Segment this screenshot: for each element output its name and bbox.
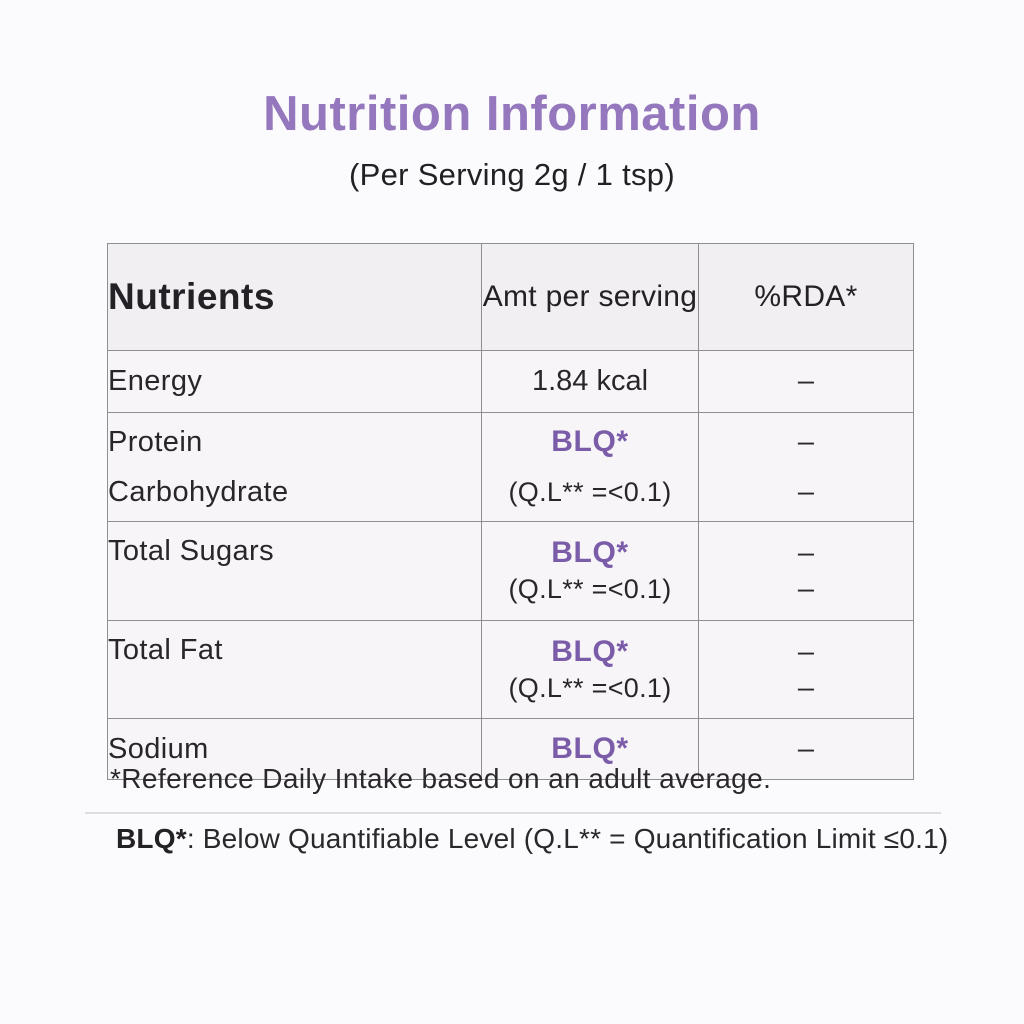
page-title: Nutrition Information xyxy=(263,87,761,141)
rda-dash: – xyxy=(797,573,815,605)
blq-definition: : Below Quantifiable Level (Q.L** = Quan… xyxy=(186,823,949,854)
column-header-nutrients: Nutrients xyxy=(107,243,482,351)
rda-dash: – xyxy=(797,635,815,668)
nutrient-name: Carbohydrate xyxy=(108,476,289,508)
nutrient-name: Total Fat xyxy=(107,620,482,719)
column-header-amount: Amt per serving xyxy=(481,243,699,351)
nutrient-name: Protein xyxy=(108,426,203,458)
table-row-total-sugars: Total Sugars BLQ* (Q.L** =<0.1) – – xyxy=(107,521,914,621)
ql-note: (Q.L** =<0.1) xyxy=(508,672,672,703)
blq-value: BLQ* xyxy=(551,634,629,668)
footnote-blq: BLQ*: Below Quantifiable Level (Q.L** = … xyxy=(116,823,948,855)
rda-dash: – xyxy=(797,426,815,458)
ql-note: (Q.L** =<0.1) xyxy=(508,574,672,604)
blq-value: BLQ* xyxy=(551,536,629,569)
rda-dash: – xyxy=(797,732,815,765)
page-subtitle: (Per Serving 2g / 1 tsp) xyxy=(349,157,675,192)
table-header-row: Nutrients Amt per serving %RDA* xyxy=(107,243,914,351)
table-row-energy: Energy 1.84 kcal – xyxy=(107,350,914,413)
table-row-sodium: Sodium BLQ* – xyxy=(107,718,914,780)
rda-dash: – xyxy=(797,365,815,397)
nutrient-name: Total Sugars xyxy=(107,521,482,621)
rda-dash: – xyxy=(797,537,815,569)
ql-note: (Q.L** =<0.1) xyxy=(508,477,672,507)
rda-dash: – xyxy=(797,671,815,704)
table-row-protein-carbohydrate: Protein Carbohydrate BLQ* (Q.L** =<0.1) … xyxy=(107,412,914,522)
rda-dash: – xyxy=(797,476,815,508)
footnote-divider xyxy=(85,812,941,814)
nutrient-name: Energy xyxy=(107,350,482,413)
blq-value: BLQ* xyxy=(551,425,629,458)
column-header-rda: %RDA* xyxy=(698,243,914,351)
nutrient-name: Sodium xyxy=(107,718,482,780)
amount-value: 1.84 kcal xyxy=(481,350,699,413)
blq-value: BLQ* xyxy=(551,732,629,765)
footnote-rda: *Reference Daily Intake based on an adul… xyxy=(110,763,772,794)
table-row-total-fat: Total Fat BLQ* (Q.L** =<0.1) – – xyxy=(107,620,914,719)
nutrition-table: Nutrients Amt per serving %RDA* Energy 1… xyxy=(107,243,914,780)
blq-term: BLQ* xyxy=(116,823,187,854)
